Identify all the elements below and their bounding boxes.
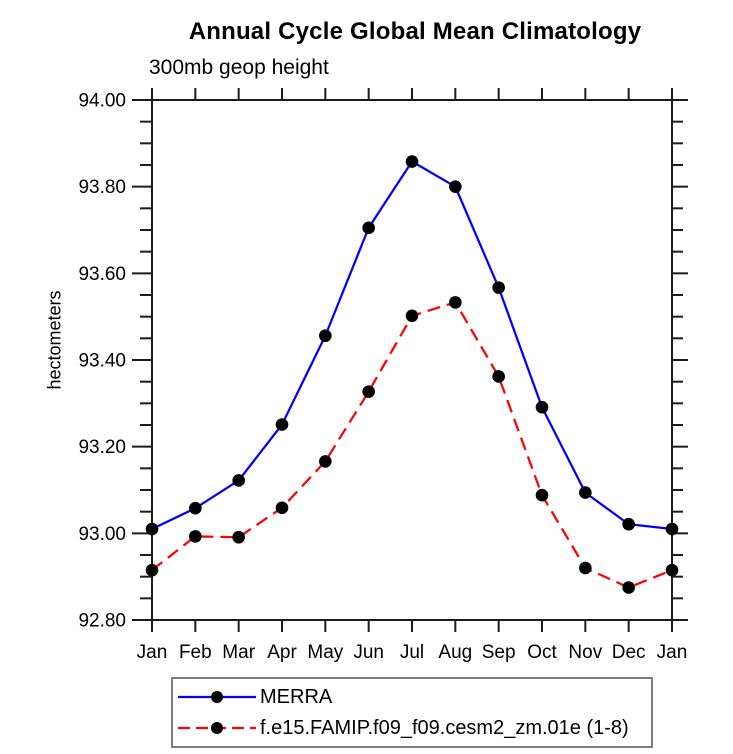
svg-text:Nov: Nov [568, 642, 602, 663]
legend: MERRA f.e15.FAMIP.f09_f09.cesm2_zm.01e (… [171, 677, 653, 748]
legend-label-model: f.e15.FAMIP.f09_f09.cesm2_zm.01e (1-8) [260, 717, 629, 739]
axes-frame [151, 99, 673, 621]
svg-text:Jan: Jan [657, 642, 688, 663]
svg-text:Jun: Jun [353, 642, 384, 663]
series-merra [145, 155, 679, 536]
svg-text:Jul: Jul [400, 642, 424, 663]
chart-title: Annual Cycle Global Mean Climatology [188, 18, 642, 45]
series-model [145, 296, 679, 594]
tick-labels: Jan Feb Mar Apr May Jun Jul Aug Sep Oct Nov Dec Jan 9… [78, 91, 687, 664]
legend-item-merra: MERRA [176, 682, 651, 713]
svg-text:Dec: Dec [612, 642, 646, 663]
svg-text:Jan: Jan [137, 642, 168, 663]
svg-text:Aug: Aug [438, 642, 472, 663]
svg-text:93.60: 93.60 [78, 264, 126, 285]
svg-text:Feb: Feb [179, 642, 212, 663]
svg-text:Mar: Mar [222, 642, 255, 663]
svg-text:Oct: Oct [527, 642, 557, 663]
model-line-swatch [178, 722, 256, 734]
svg-text:93.20: 93.20 [78, 437, 126, 458]
svg-text:92.80: 92.80 [78, 611, 126, 632]
chart-subtitle: 300mb geop height [149, 56, 329, 79]
legend-label-merra: MERRA [260, 686, 333, 708]
svg-text:93.00: 93.00 [78, 524, 126, 545]
svg-text:Apr: Apr [267, 642, 297, 663]
svg-text:93.80: 93.80 [78, 177, 126, 198]
merra-line-swatch [178, 691, 256, 703]
svg-text:94.00: 94.00 [78, 91, 126, 112]
legend-item-model: f.e15.FAMIP.f09_f09.cesm2_zm.01e (1-8) [176, 713, 651, 744]
svg-text:May: May [307, 642, 343, 663]
svg-text:93.40: 93.40 [78, 351, 126, 372]
svg-text:Sep: Sep [482, 642, 516, 663]
axis-ticks [132, 88, 688, 632]
